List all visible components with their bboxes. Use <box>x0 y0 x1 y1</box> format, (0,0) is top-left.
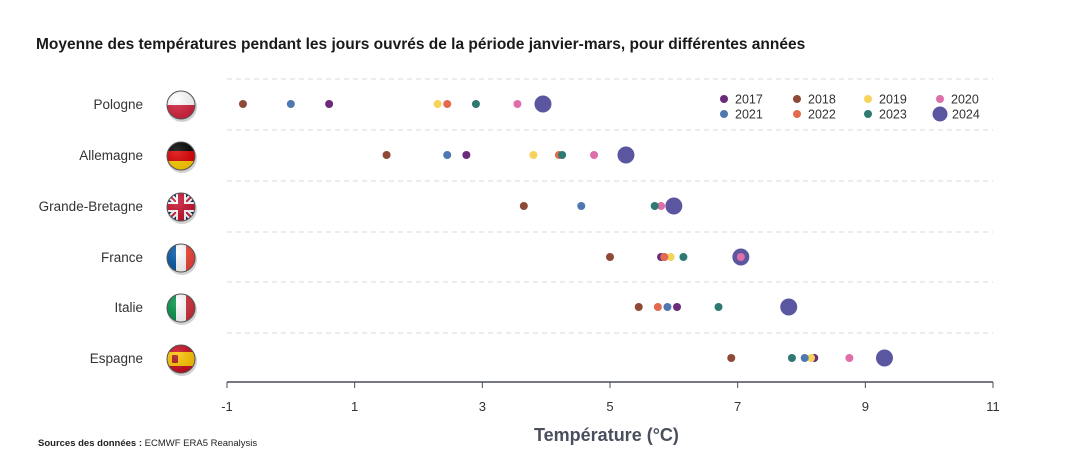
country-label: Allemagne <box>79 148 143 163</box>
legend-swatch-2019 <box>864 95 872 103</box>
chart-title: Moyenne des températures pendant les jou… <box>36 36 806 53</box>
point-2023 <box>558 151 567 159</box>
x-tick-label: 3 <box>479 399 486 414</box>
point-2020-overlay <box>736 253 745 261</box>
point-2019 <box>666 253 675 261</box>
flag-italy-icon <box>166 293 197 325</box>
point-2019 <box>807 354 816 362</box>
x-axis-title: Température (°C) <box>534 425 679 445</box>
legend-label-2019: 2019 <box>879 93 907 107</box>
point-2021 <box>443 151 452 159</box>
point-2018 <box>238 100 247 108</box>
legend-swatch-2022 <box>793 110 801 118</box>
country-label: France <box>101 250 143 265</box>
flag-spain-icon <box>166 344 197 376</box>
legend-swatch-2020 <box>936 95 944 103</box>
legend-swatch-2021 <box>720 110 728 118</box>
x-tick-label: 5 <box>606 399 613 414</box>
grid-lines <box>227 78 993 334</box>
legend-label-2023: 2023 <box>879 108 907 122</box>
point-2019 <box>529 151 538 159</box>
legend: 2017 2018 2019 2020 2021 2022 2023 2024 <box>720 93 980 122</box>
point-2024 <box>617 146 635 164</box>
legend-label-2018: 2018 <box>808 93 836 107</box>
x-tick-label: 9 <box>862 399 869 414</box>
x-tick-label: -1 <box>221 399 233 414</box>
x-tick-label: 11 <box>986 399 1000 414</box>
point-2023 <box>471 100 480 108</box>
point-2023 <box>650 202 659 210</box>
point-2018 <box>382 151 391 159</box>
point-2019 <box>433 100 442 108</box>
legend-label-2021: 2021 <box>735 108 763 122</box>
country-label: Pologne <box>93 97 143 112</box>
legend-label-2017: 2017 <box>735 93 763 107</box>
point-2020 <box>590 151 599 159</box>
legend-swatch-2024 <box>932 106 948 122</box>
flag-uk-icon <box>166 192 197 224</box>
point-2023 <box>679 253 688 261</box>
point-2022 <box>443 100 452 108</box>
point-2018 <box>634 303 643 311</box>
point-2018 <box>606 253 614 261</box>
point-2018 <box>727 354 736 362</box>
source-note: Sources des données : ECMWF ERA5 Reanaly… <box>38 438 257 449</box>
point-2021 <box>800 354 809 362</box>
point-2020 <box>657 202 666 210</box>
point-2021 <box>663 303 672 311</box>
point-2021 <box>577 202 586 210</box>
flag-poland-icon <box>166 90 197 122</box>
flag-germany-icon <box>166 141 197 173</box>
point-2017 <box>462 151 471 159</box>
point-2018 <box>519 202 528 210</box>
point-2023 <box>787 354 796 362</box>
country-labels: Pologne Allemagne Grande-Bretagne France Ita… <box>39 97 143 366</box>
legend-swatch-2018 <box>793 95 801 103</box>
country-label: Italie <box>114 300 143 315</box>
x-tick-label: 7 <box>734 399 741 414</box>
point-2024 <box>875 349 893 367</box>
point-2017 <box>325 100 334 108</box>
point-2024 <box>534 95 552 113</box>
legend-label-2020: 2020 <box>951 93 979 107</box>
point-2020 <box>513 100 522 108</box>
x-axis: -1 1 3 5 7 9 11 <box>221 381 1000 414</box>
x-tick-label: 1 <box>351 399 358 414</box>
country-label: Espagne <box>90 351 143 366</box>
point-2021 <box>286 100 295 108</box>
country-label: Grande-Bretagne <box>39 199 143 214</box>
source-label: Sources des données : <box>38 438 143 449</box>
point-2023 <box>714 303 723 311</box>
data-points <box>238 95 893 367</box>
point-2017 <box>673 303 682 311</box>
point-2022 <box>653 303 662 311</box>
legend-swatch-2017 <box>720 95 728 103</box>
point-2024 <box>665 197 683 215</box>
point-2020 <box>845 354 854 362</box>
legend-swatch-2023 <box>864 110 872 118</box>
flag-france-icon <box>166 243 197 275</box>
point-2022 <box>660 253 669 261</box>
legend-label-2024: 2024 <box>952 108 980 122</box>
point-2024 <box>780 298 798 316</box>
legend-label-2022: 2022 <box>808 108 836 122</box>
source-value: ECMWF ERA5 Reanalysis <box>144 438 258 449</box>
flags <box>166 90 197 376</box>
